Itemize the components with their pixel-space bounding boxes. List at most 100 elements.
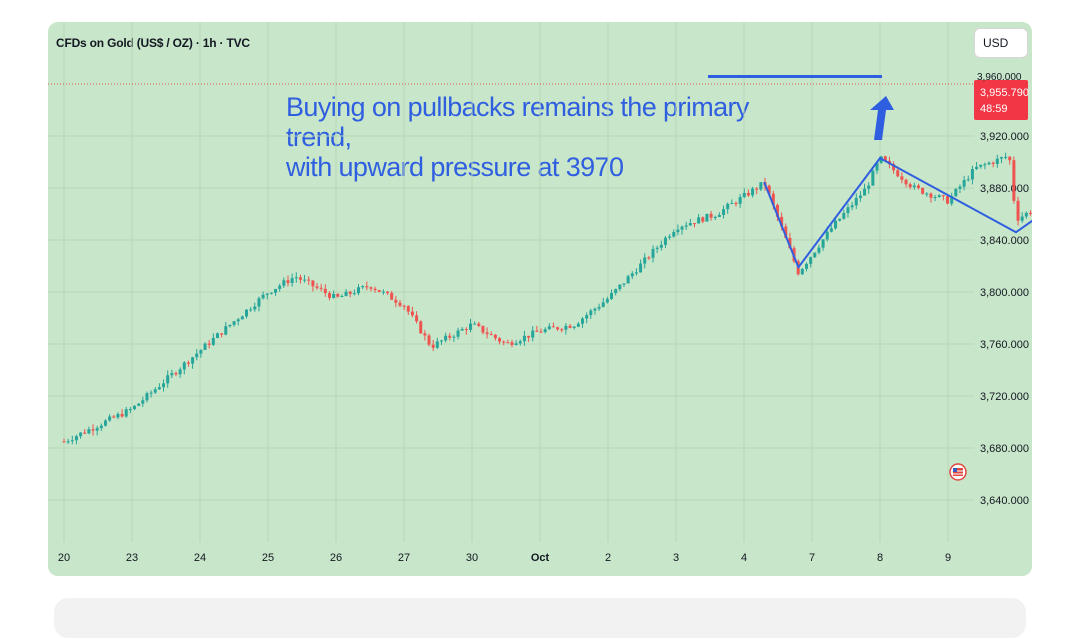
candle-body [854, 197, 858, 206]
candle-body [245, 309, 249, 317]
candle-body [987, 162, 991, 165]
candle-body [444, 335, 448, 341]
candle-body [502, 341, 506, 343]
candle-body [315, 286, 319, 288]
candle-body [991, 162, 995, 164]
candle-body [261, 294, 265, 299]
price-chart[interactable]: 3,920.000 3,880.000 3,840.000 3,800.000 3,76… [48, 22, 1032, 576]
candle-body [564, 325, 568, 330]
candle-body [643, 257, 647, 264]
candle-body [908, 184, 912, 188]
candle-body [344, 291, 348, 297]
candle-body [240, 316, 244, 320]
candle-body [452, 336, 456, 338]
trend-line [879, 157, 1017, 234]
candle-body [896, 170, 900, 177]
candle-body [784, 226, 788, 238]
candle-body [157, 387, 161, 390]
candle-body [74, 436, 78, 441]
candle-body [713, 216, 717, 218]
candle-body [929, 193, 933, 198]
candle-body [103, 420, 107, 426]
candle-body [821, 239, 825, 248]
y-tick-label: 3,800.000 [980, 287, 1029, 299]
candle-body [672, 232, 676, 237]
candle-body [1008, 156, 1012, 161]
candle-body [842, 213, 846, 219]
candle-body [904, 179, 908, 185]
candle-body [547, 326, 551, 330]
candle-body [572, 326, 576, 328]
candle-body [581, 318, 584, 324]
candle-body [477, 323, 481, 326]
candle-body [601, 302, 605, 307]
candle-body [1024, 212, 1028, 217]
candle-body [655, 247, 659, 249]
candle-body [506, 342, 510, 344]
candle-body [402, 305, 406, 307]
candle-body [62, 441, 66, 443]
candle-body [966, 179, 970, 181]
candle-body [290, 278, 294, 284]
candle-body [767, 185, 771, 194]
candle-body [593, 308, 597, 311]
currency-button[interactable]: USD [974, 28, 1028, 58]
candle-body [539, 331, 543, 333]
candle-body [692, 223, 696, 225]
candle-body [518, 341, 522, 344]
flag-body [953, 468, 963, 476]
x-tick-label: 2 [605, 552, 611, 564]
candle-body [788, 237, 792, 249]
candle-body [1012, 160, 1016, 201]
candle-body [543, 329, 547, 333]
candle-body [705, 213, 709, 222]
y-tick-label: 3,680.000 [980, 443, 1029, 455]
candle-body [327, 293, 331, 298]
y-tick-label: 3,920.000 [980, 131, 1029, 143]
candle-body [303, 279, 307, 281]
candle-body [274, 288, 278, 293]
candle-body [688, 223, 692, 226]
candle-body [141, 400, 145, 404]
candle-body [357, 287, 361, 294]
candle-body [618, 284, 622, 290]
candle-body [83, 432, 87, 434]
candle-body [253, 306, 257, 310]
candle-body [286, 280, 290, 284]
trend-line [763, 181, 800, 269]
candle-body [1016, 200, 1020, 221]
candle-body [211, 337, 215, 345]
candle-body [473, 323, 477, 325]
candle-body [120, 413, 124, 417]
candle-body [651, 248, 655, 258]
candle-body [970, 169, 974, 180]
candle-body [817, 247, 821, 253]
candle-body [697, 217, 701, 224]
candle-body [232, 321, 236, 325]
candle-body [933, 196, 937, 198]
candle-body [427, 335, 431, 345]
candle-body [813, 252, 817, 258]
candle-body [170, 373, 174, 376]
candle-body [419, 321, 423, 334]
candle-body [149, 392, 153, 394]
candle-body [145, 393, 149, 401]
annotation-line-2: with upward pressure at 3970 [286, 152, 624, 182]
candle-body [734, 203, 738, 205]
candle-body [937, 195, 941, 197]
x-tick-label: 24 [194, 552, 206, 564]
candle-body [680, 226, 684, 230]
candle-body [605, 298, 609, 303]
candle-body [771, 193, 775, 205]
y-tick-label: 3,880.000 [980, 183, 1029, 195]
candle-body [311, 280, 315, 287]
candle-body [153, 389, 157, 393]
candle-body [846, 207, 850, 214]
candle-body [946, 196, 950, 204]
chart-title: CFDs on Gold (US$ / OZ) · 1h · TVC [56, 36, 250, 50]
candle-body [610, 293, 614, 299]
candle-body [958, 186, 962, 189]
candle-body [858, 195, 862, 198]
candle-body [269, 292, 273, 294]
candle-body [875, 162, 879, 171]
